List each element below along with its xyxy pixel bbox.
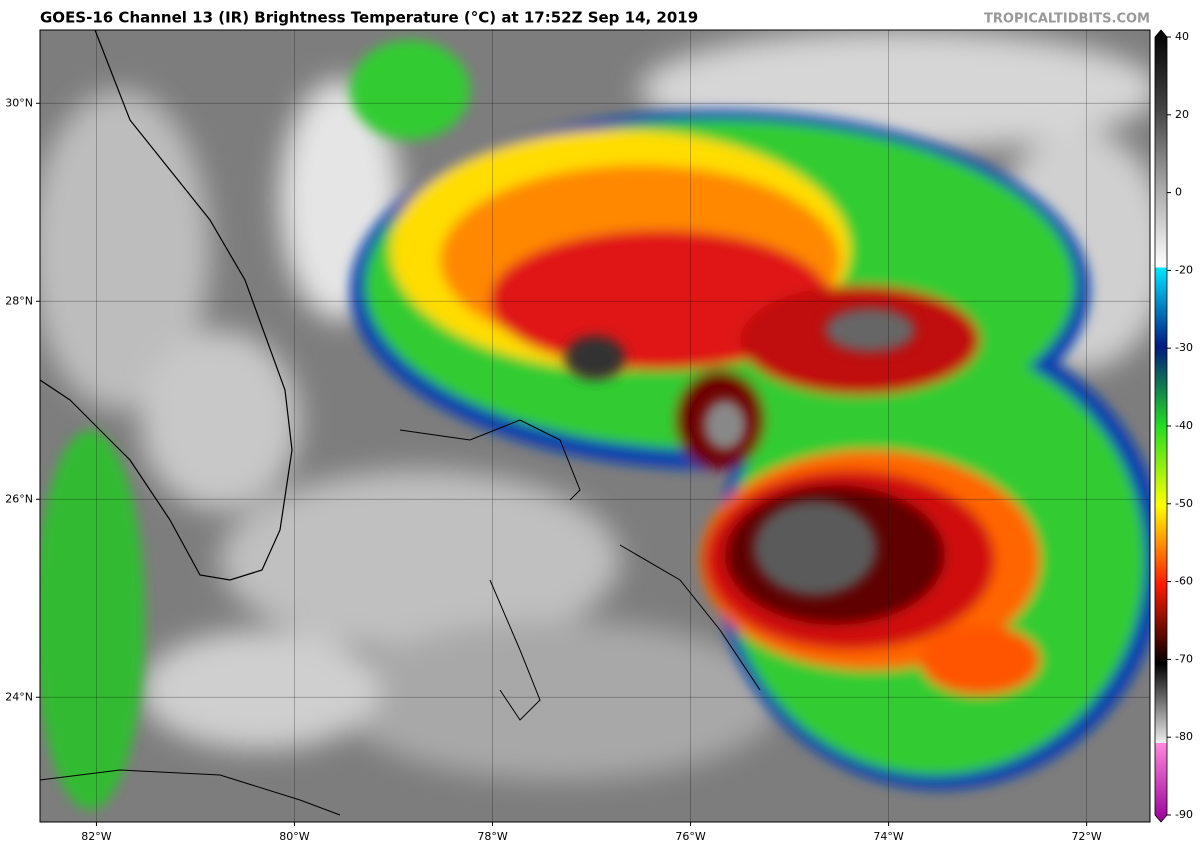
x-tick-label: 78°W [477,830,507,843]
watermark: TROPICALTIDBITS.COM [984,12,1150,27]
colorbar-label: -20 [1175,263,1193,276]
colorbar-label: -80 [1175,730,1193,743]
y-tick-label: 28°N [5,294,33,307]
colorbar-label: -50 [1175,497,1193,510]
colorbar-label: -40 [1175,419,1193,432]
y-tick-label: 24°N [5,690,33,703]
colorbar-label: -70 [1175,652,1193,665]
colorbar-label: -30 [1175,341,1193,354]
colorbar-label: -90 [1175,808,1193,821]
x-tick-label: 76°W [675,830,705,843]
x-tick-label: 74°W [873,830,903,843]
plot-frame [39,29,1151,823]
y-tick-label: 30°N [5,96,33,109]
y-tick-label: 26°N [5,492,33,505]
colorbar [1154,29,1168,823]
x-tick-label: 82°W [81,830,111,843]
colorbar-label: -60 [1175,575,1193,588]
colorbar-label: 0 [1175,186,1182,199]
satellite-image [40,30,1150,822]
colorbar-label: 40 [1175,30,1189,43]
x-tick-label: 72°W [1071,830,1101,843]
x-tick-label: 80°W [279,830,309,843]
colorbar-label: 20 [1175,108,1189,121]
title: GOES-16 Channel 13 (IR) Brightness Tempe… [40,9,698,27]
